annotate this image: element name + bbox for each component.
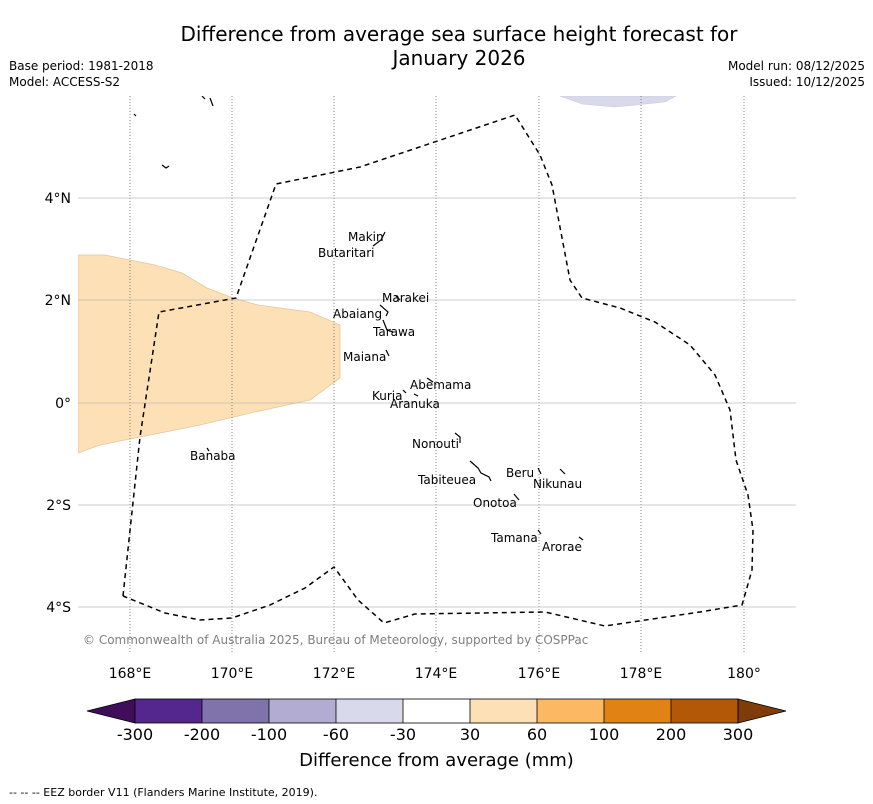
map-title: Difference from average sea surface heig…	[0, 22, 873, 70]
lat-tick-4s: 4°S	[46, 600, 71, 616]
island-label-onotoa: Onotoa	[473, 496, 517, 510]
island-label-tamana: Tamana	[490, 531, 538, 545]
island-label-tarawa: Tarawa	[372, 325, 415, 339]
island-shape-banaba	[206, 447, 210, 452]
island-shape-tarawa	[382, 319, 394, 333]
cb-tick-10: 300	[722, 725, 754, 744]
title-line-1: Difference from average sea surface heig…	[180, 22, 738, 46]
island-shape-abemama	[426, 377, 434, 383]
cb-tick-6: 30	[459, 725, 481, 744]
island-shape-onotoa	[513, 493, 520, 501]
latitude-ticks: 4°N 2°N 0° 2°S 4°S	[45, 191, 72, 616]
island-shape-marakei	[395, 295, 401, 301]
island-label-banaba: Banaba	[190, 449, 236, 463]
meta-left: Base period: 1981-2018 Model: ACCESS-S2	[9, 58, 154, 90]
island-shape-nikunau	[559, 468, 566, 475]
title-line-2: January 2026	[392, 46, 526, 70]
cb-tick-3: -100	[250, 725, 288, 744]
lon-tick-178e: 178°E	[620, 666, 663, 682]
island-label-marakei: Marakei	[382, 291, 429, 305]
lon-tick-170e: 170°E	[211, 666, 254, 682]
colorbar-bin-6	[470, 699, 537, 723]
island-shape-arorae	[578, 536, 584, 541]
issued-date: Issued: 10/12/2025	[749, 75, 865, 89]
colorbar-bin-3	[269, 699, 336, 723]
island-label-tabiteuea: Tabiteuea	[417, 473, 476, 487]
meta-right: Model run: 08/12/2025 Issued: 10/12/2025	[728, 58, 865, 90]
island-labels: Makin Butaritari Marakei Abaiang Tarawa …	[190, 230, 582, 554]
island-label-maiana: Maiana	[343, 350, 386, 364]
colorbar-bin-1	[135, 699, 202, 723]
lon-tick-180: 180°	[727, 666, 761, 682]
island-shape-tamana	[537, 529, 542, 535]
model-name: Model: ACCESS-S2	[9, 75, 121, 89]
parallel-gridlines	[78, 197, 796, 608]
eez-legend-footer: -- -- -- EEZ border V11 (Flanders Marine…	[9, 786, 318, 799]
meridian-gridlines	[129, 96, 745, 654]
lon-tick-176e: 176°E	[518, 666, 561, 682]
island-shape-beru	[537, 467, 542, 475]
lon-tick-168e: 168°E	[109, 666, 152, 682]
lat-tick-2n: 2°N	[45, 293, 71, 309]
island-shape-butaritari	[372, 231, 386, 247]
lon-tick-172e: 172°E	[313, 666, 356, 682]
cb-tick-2: -200	[183, 725, 221, 744]
island-label-nikunau: Nikunau	[533, 477, 582, 491]
lon-tick-174e: 174°E	[415, 666, 458, 682]
colorbar	[86, 698, 787, 724]
lat-tick-4n: 4°N	[45, 191, 71, 207]
model-run: Model run: 08/12/2025	[727, 59, 865, 73]
island-label-arorae: Arorae	[542, 540, 582, 554]
cb-tick-4: -60	[322, 725, 350, 744]
colorbar-bin-5	[403, 699, 470, 723]
eez-border	[122, 114, 754, 627]
island-label-abaiang: Abaiang	[333, 307, 382, 321]
colorbar-bin-8	[604, 699, 671, 723]
island-shape-tabiteuea	[469, 460, 492, 482]
colorbar-over-arrow	[737, 698, 787, 724]
island-label-makin: Makin	[348, 230, 384, 244]
island-shape-north-3	[133, 113, 137, 117]
colorbar-bin-2	[202, 699, 269, 723]
longitude-ticks: 168°E 170°E 172°E 174°E 176°E 178°E 180°	[109, 666, 761, 682]
cb-tick-9: 200	[655, 725, 687, 744]
cb-tick-8: 100	[588, 725, 620, 744]
cb-tick-5: -30	[389, 725, 417, 744]
anomaly-region-negative	[559, 96, 677, 108]
island-shape-nonouti	[454, 432, 461, 443]
island-shape-kuria	[402, 389, 407, 394]
colorbar-under-arrow	[86, 698, 136, 724]
colorbar-dividers	[134, 698, 739, 724]
colorbar-bin-4	[336, 699, 403, 723]
map-panel: Makin Butaritari Marakei Abaiang Tarawa …	[45, 96, 796, 682]
island-label-aranuka: Aranuka	[390, 397, 440, 411]
base-period: Base period: 1981-2018	[9, 59, 154, 73]
island-label-nonouti: Nonouti	[412, 437, 459, 451]
lat-tick-2s: 2°S	[46, 498, 71, 514]
island-label-butaritari: Butaritari	[318, 246, 375, 260]
island-label-kuria: Kuria	[372, 389, 403, 403]
island-shapes	[133, 96, 584, 541]
colorbar-bin-9	[671, 699, 738, 723]
copyright-notice: © Commonwealth of Australia 2025, Bureau…	[83, 633, 588, 647]
island-shape-abaiang	[379, 304, 389, 317]
colorbar-bin-7	[537, 699, 604, 723]
cb-tick-1: -300	[116, 725, 154, 744]
lat-tick-0: 0°	[55, 396, 71, 412]
island-shape-maiana	[385, 349, 390, 357]
cb-tick-7: 60	[526, 725, 548, 744]
colorbar-ticks: -300 -200 -100 -60 -30 30 60 100 200 300	[0, 725, 873, 747]
island-shape-north-2	[201, 96, 206, 100]
colorbar-label: Difference from average (mm)	[299, 750, 574, 771]
island-shape-north-4	[161, 164, 170, 169]
island-shape-north-1	[209, 97, 214, 107]
map-content: Makin Butaritari Marakei Abaiang Tarawa …	[78, 96, 796, 654]
island-label-abemama: Abemama	[410, 378, 471, 392]
anomaly-region-positive	[78, 254, 341, 454]
island-shape-aranuka	[413, 393, 419, 397]
island-label-beru: Beru	[506, 466, 534, 480]
